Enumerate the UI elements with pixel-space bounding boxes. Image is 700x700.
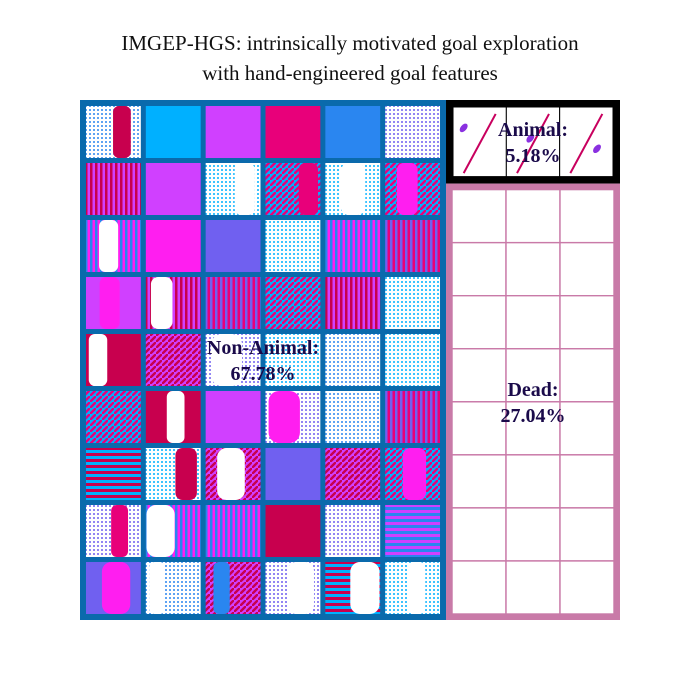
thumbnail-cell — [385, 220, 441, 272]
thumbnail-cell — [145, 562, 201, 614]
thumbnail-cell — [385, 562, 441, 614]
thumbnail-cell — [325, 334, 381, 386]
thumbnail-cell — [265, 220, 321, 272]
thumbnail-cell — [505, 241, 561, 297]
category-dead — [446, 183, 620, 620]
thumbnail-cell — [505, 106, 561, 178]
thumbnail-cell — [325, 505, 381, 557]
cells-layer — [80, 100, 620, 620]
thumbnail-cell — [559, 106, 614, 178]
thumbnail-cell — [559, 507, 615, 562]
thumbnail-cell — [385, 277, 441, 329]
thumbnail-cell — [145, 391, 201, 443]
thumbnail-cell — [145, 220, 201, 272]
thumbnail-cell — [86, 505, 141, 557]
thumbnail-cell — [385, 391, 441, 443]
thumbnail-cell — [205, 163, 261, 215]
thumbnail-cell — [145, 334, 201, 386]
thumbnail-cell — [451, 348, 507, 403]
chart-title-line-2: with hand-engineered goal features — [202, 61, 498, 85]
chart-title: IMGEP-HGS: intrinsically motivated goal … — [0, 28, 700, 88]
thumbnail-cell — [325, 448, 381, 500]
thumbnail-cell — [451, 401, 507, 456]
category-animal — [446, 100, 620, 184]
thumbnail-cell — [86, 562, 141, 614]
category-percent-animal: 5.18% — [506, 145, 561, 167]
thumbnail-cell — [205, 106, 261, 158]
thumbnail-cell — [451, 507, 507, 562]
category-frame-non-animal — [80, 100, 447, 620]
thumbnail-cell — [385, 334, 441, 386]
thumbnail-cell — [325, 277, 381, 329]
thumbnail-cell — [86, 163, 141, 215]
thumbnail-cell — [559, 188, 615, 244]
thumbnail-cell — [205, 505, 261, 557]
thumbnail-cell — [265, 334, 321, 386]
thumbnail-cell — [559, 348, 615, 403]
chart-title-line-1: IMGEP-HGS: intrinsically motivated goal … — [121, 31, 579, 55]
thumbnail-cell — [265, 163, 321, 215]
thumbnail-cell — [86, 220, 141, 272]
thumbnail-cell — [559, 560, 615, 615]
thumbnail-cell — [265, 505, 321, 557]
category-label-animal: Animal: — [498, 119, 568, 141]
thumbnail-cell — [86, 106, 141, 158]
thumbnail-cell — [145, 277, 201, 329]
thumbnail-cell — [205, 220, 261, 272]
thumbnail-cell — [451, 560, 507, 615]
thumbnail-cell — [559, 401, 615, 456]
thumbnail-cell — [86, 448, 141, 500]
thumbnail-cell — [505, 507, 561, 562]
category-label-non-animal: Non-Animal: — [207, 337, 319, 359]
thumbnail-cell — [559, 295, 615, 350]
thumbnail-cell — [145, 505, 201, 557]
category-label-dead: Dead: — [507, 379, 558, 401]
thumbnail-cell — [451, 454, 507, 509]
category-percent-non-animal: 67.78% — [231, 363, 296, 385]
category-non-animal — [80, 100, 447, 620]
thumbnail-cell — [505, 401, 561, 456]
thumbnail-cell — [325, 220, 381, 272]
thumbnail-cell — [265, 562, 321, 614]
thumbnail-cell — [205, 391, 261, 443]
thumbnail-cell — [385, 448, 441, 500]
thumbnail-cell — [205, 448, 261, 500]
thumbnail-cell — [86, 277, 141, 329]
thumbnail-cell — [265, 391, 321, 443]
thumbnail-cell — [385, 505, 441, 557]
thumbnail-cell — [385, 163, 441, 215]
thumbnail-cell — [86, 334, 141, 386]
thumbnail-cell — [145, 163, 201, 215]
thumbnail-cell — [325, 391, 381, 443]
thumbnail-cell — [505, 188, 561, 244]
thumbnail-cell — [325, 163, 381, 215]
thumbnail-cell — [505, 560, 561, 615]
thumbnail-cell — [505, 454, 561, 509]
thumbnail-cell — [451, 188, 507, 244]
thumbnail-cell — [265, 277, 321, 329]
thumbnail-cell — [145, 448, 201, 500]
thumbnail-cell — [265, 448, 321, 500]
thumbnail-cell — [145, 106, 201, 158]
category-percent-dead: 27.04% — [501, 405, 566, 427]
labels-layer: Non-Animal: 67.78% Animal: 5.18% Dead: 27.04% — [207, 119, 568, 427]
thumbnail-cell — [265, 106, 321, 158]
thumbnail-cell — [559, 241, 615, 297]
thumbnail-cell — [325, 562, 381, 614]
thumbnail-cell — [559, 454, 615, 509]
thumbnail-cell — [205, 334, 261, 386]
thumbnail-cell — [325, 106, 381, 158]
thumbnail-cell — [451, 241, 507, 297]
thumbnail-cell — [505, 295, 561, 350]
thumbnail-cell — [205, 562, 261, 614]
thumbnail-cell — [452, 106, 507, 178]
thumbnail-cell — [451, 295, 507, 350]
thumbnail-cell — [86, 391, 141, 443]
thumbnail-cell — [205, 277, 261, 329]
thumbnail-cell — [385, 106, 441, 158]
